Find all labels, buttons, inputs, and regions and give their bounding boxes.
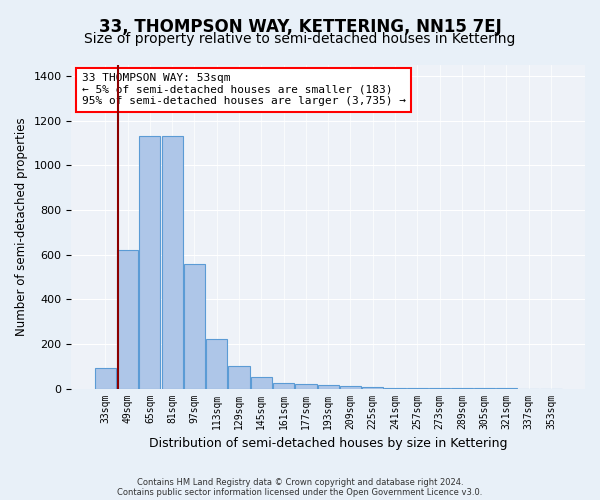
Bar — [251, 378, 272, 388]
Text: Contains HM Land Registry data © Crown copyright and database right 2024.
Contai: Contains HM Land Registry data © Crown c… — [118, 478, 482, 497]
Bar — [117, 250, 138, 388]
Bar — [295, 384, 317, 388]
Bar — [317, 385, 339, 388]
Y-axis label: Number of semi-detached properties: Number of semi-detached properties — [15, 118, 28, 336]
Text: 33 THOMPSON WAY: 53sqm
← 5% of semi-detached houses are smaller (183)
95% of sem: 33 THOMPSON WAY: 53sqm ← 5% of semi-deta… — [82, 73, 406, 106]
Text: 33, THOMPSON WAY, KETTERING, NN15 7EJ: 33, THOMPSON WAY, KETTERING, NN15 7EJ — [98, 18, 502, 36]
Bar — [340, 386, 361, 388]
Bar — [161, 136, 183, 388]
Bar — [229, 366, 250, 388]
Bar — [273, 383, 294, 388]
Bar — [206, 340, 227, 388]
Text: Size of property relative to semi-detached houses in Kettering: Size of property relative to semi-detach… — [85, 32, 515, 46]
Bar — [184, 264, 205, 388]
Bar — [139, 136, 160, 388]
Bar — [95, 368, 116, 388]
X-axis label: Distribution of semi-detached houses by size in Kettering: Distribution of semi-detached houses by … — [149, 437, 508, 450]
